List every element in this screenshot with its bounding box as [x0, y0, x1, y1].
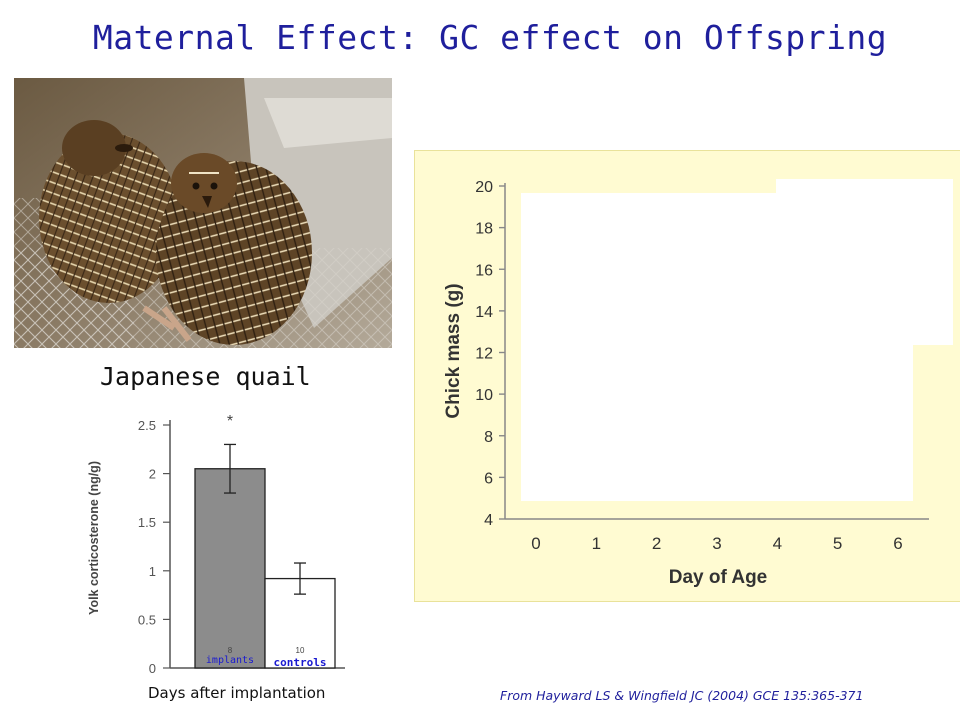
bar-n-label: 10 [296, 646, 305, 655]
bar-n-label: 8 [228, 646, 233, 655]
line-y-tick-label: 8 [484, 429, 493, 446]
photo-caption: Japanese quail [100, 362, 311, 391]
bar-implants [194, 468, 266, 669]
bar-chart-ylabel: Yolk corticosterone (ng/g) [87, 461, 101, 615]
line-x-tick-label: 5 [833, 534, 842, 553]
line-y-tick-label: 4 [484, 512, 493, 529]
line-x-tick-label: 2 [652, 534, 661, 553]
bar-y-tick-label: 0 [149, 661, 156, 676]
chick-mass-panel: Chick mass (g) Day of Age 4 6 8 10 12 14 16 18 2… [414, 150, 960, 602]
yolk-corticosterone-chart: Yolk corticosterone (ng/g) 0 0.5 1 1.5 2 2.5 … [80, 410, 370, 680]
bar-y-tick-label: 1 [149, 564, 156, 579]
line-y-tick-label: 16 [475, 262, 493, 279]
bar-chart-marks: 8 10 * implants controls [194, 413, 336, 669]
quail-photo [14, 78, 392, 348]
bar-y-tick-label: 2 [149, 467, 156, 482]
bar-chart-xlabel: Days after implantation [148, 684, 326, 702]
line-x-tick-label: 4 [773, 534, 782, 553]
line-chart-blank-area [521, 179, 953, 501]
line-y-tick-label: 10 [475, 387, 493, 404]
bar-y-tick-label: 0.5 [138, 612, 156, 627]
line-x-tick-label: 0 [531, 534, 540, 553]
bar-y-tick-label: 2.5 [138, 418, 156, 433]
line-y-tick-label: 12 [475, 346, 493, 363]
line-y-tick-label: 14 [475, 304, 493, 321]
line-chart-ylabel: Chick mass (g) [443, 283, 464, 418]
significance-marker: * [227, 413, 233, 430]
line-x-tick-label: 6 [893, 534, 902, 553]
line-y-tick-label: 18 [475, 221, 493, 238]
line-y-tick-label: 6 [484, 470, 493, 487]
line-x-tick-label: 1 [592, 534, 601, 553]
category-label-controls: controls [274, 656, 327, 669]
source-citation: From Hayward LS & Wingfield JC (2004) GC… [500, 688, 864, 703]
line-x-tick-label: 3 [712, 534, 721, 553]
bar-y-tick-label: 1.5 [138, 515, 156, 530]
category-label-implants: implants [206, 655, 254, 666]
line-y-tick-label: 20 [475, 179, 493, 196]
line-chart-plot-area [521, 179, 953, 501]
line-chart-xlabel: Day of Age [669, 567, 768, 588]
slide-title: Maternal Effect: GC effect on Offspring [92, 18, 888, 57]
